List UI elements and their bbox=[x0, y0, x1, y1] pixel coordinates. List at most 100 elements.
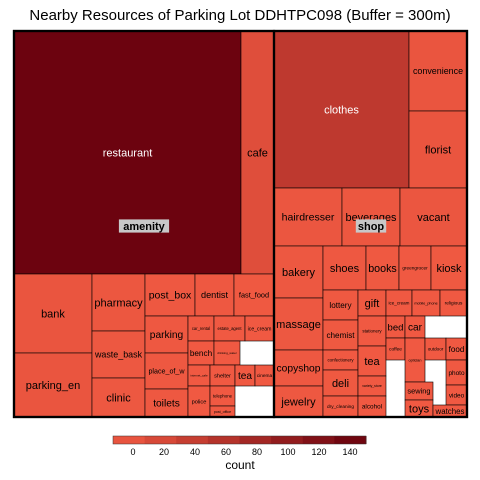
tile-label-shop-shoes: shoes bbox=[330, 263, 360, 275]
tile-shop-hairdresser bbox=[273, 187, 343, 247]
tile-label-shop-photo: photo bbox=[448, 370, 464, 377]
tile-label-shop-optician: optician bbox=[408, 358, 421, 362]
tile-amenity-place-of-w bbox=[144, 352, 189, 390]
tile-label-amenity-parking-en: parking_en bbox=[26, 380, 80, 392]
group-label-bg-shop bbox=[355, 219, 387, 233]
tile-label-shop-dry-cleaning: dry_cleaning bbox=[327, 404, 354, 410]
group-label-amenity: amenity bbox=[123, 221, 165, 233]
tile-label-amenity-post-box: post_box bbox=[149, 291, 192, 302]
tile-shop-deli bbox=[322, 369, 359, 397]
tile-label-amenity-telephone: telephone bbox=[213, 394, 233, 399]
tile-amenity-pharmacy bbox=[91, 273, 146, 332]
tile-label-shop-sewing: sewing bbox=[407, 387, 430, 396]
tile-label-amenity-police: police bbox=[192, 399, 207, 405]
tile-label-shop-food: food bbox=[449, 345, 465, 354]
tile-label-amenity-parking: parking bbox=[150, 330, 184, 341]
legend-swatch bbox=[334, 436, 367, 444]
tile-shop-lottery bbox=[322, 289, 359, 321]
tile-label-amenity-drinking-water: drinking_water bbox=[217, 351, 237, 355]
legend-tick-label: 100 bbox=[280, 447, 295, 457]
tile-shop-massage bbox=[273, 297, 324, 351]
tile-label-shop-hairdresser: hairdresser bbox=[282, 212, 335, 224]
tile-label-shop-mobile-phone: mobile_phone bbox=[414, 301, 437, 305]
tile-label-shop-tea: tea bbox=[364, 356, 380, 368]
tile-label-shop-bakery: bakery bbox=[282, 267, 316, 279]
tile-label-amenity-cafe: cafe bbox=[247, 147, 268, 159]
tile-label-amenity-dentist: dentist bbox=[201, 290, 228, 300]
tile-label-shop-kiosk: kiosk bbox=[436, 263, 462, 275]
tile-label-amenity-bank: bank bbox=[41, 308, 65, 320]
tile-label-shop-toys: toys bbox=[409, 403, 430, 415]
legend-tick-label: 80 bbox=[252, 447, 262, 457]
tile-amenity-parking bbox=[144, 315, 189, 354]
tile-shop-stationery bbox=[357, 315, 387, 347]
legend-tick-label: 20 bbox=[159, 447, 169, 457]
tile-label-shop-copyshop: copyshop bbox=[277, 364, 321, 375]
tile-shop-tea bbox=[357, 345, 387, 377]
tile-label-amenity-ice-cream: ice_cream bbox=[248, 326, 272, 332]
tile-label-shop-greengrocer: greengrocer bbox=[402, 266, 428, 271]
tile-label-shop-massage: massage bbox=[276, 319, 321, 331]
tile-label-shop-florist: florist bbox=[425, 144, 451, 156]
tile-shop-religious bbox=[439, 289, 468, 317]
tile-shop-bakery bbox=[273, 245, 324, 299]
legend-swatch bbox=[207, 436, 240, 444]
legend-swatch bbox=[302, 436, 335, 444]
tile-label-amenity-post-office: post_office bbox=[214, 410, 231, 414]
tile-label-shop-coffee: coffee bbox=[389, 347, 402, 353]
legend-tick-label: 140 bbox=[342, 447, 357, 457]
tile-shop-jewelry bbox=[273, 385, 324, 418]
tile-shop-beverages bbox=[341, 187, 401, 247]
tile-label-shop-clothes: clothes bbox=[324, 104, 359, 116]
tile-shop-florist bbox=[408, 110, 468, 189]
tile-amenity-clinic bbox=[91, 377, 146, 418]
legend-swatch bbox=[271, 436, 304, 444]
tile-label-shop-watches: watches bbox=[434, 407, 464, 416]
tile-amenity-toilets bbox=[144, 388, 189, 418]
tile-label-shop-variety-store: variety_store bbox=[362, 384, 382, 388]
tile-shop-books bbox=[365, 245, 400, 291]
legend-tick-label: 40 bbox=[190, 447, 200, 457]
tile-label-amenity-restaurant: restaurant bbox=[103, 147, 153, 159]
treemap-group-borders bbox=[12, 29, 469, 419]
treemap-outer-border bbox=[12, 29, 469, 419]
legend-ticks: 0 20 40 60 80 100 120 140 bbox=[130, 447, 357, 457]
tile-label-amenity-car-rental: car_rental bbox=[192, 326, 210, 331]
tile-amenity-bench bbox=[187, 340, 215, 366]
tile-label-shop-outdoor: outdoor bbox=[428, 347, 444, 352]
tile-label-shop-car: car bbox=[408, 323, 423, 334]
group-label-shop: shop bbox=[358, 221, 385, 233]
tile-label-shop-lottery: lottery bbox=[329, 301, 352, 310]
tile-label-amenity-estate-agent: estate_agent bbox=[217, 326, 242, 331]
tile-label-amenity-toilets: toilets bbox=[153, 399, 180, 410]
tile-label-amenity-tea: tea bbox=[238, 371, 252, 382]
tile-amenity-waste-bask bbox=[91, 330, 146, 379]
tile-label-amenity-clinic: clinic bbox=[106, 392, 131, 404]
tile-label-amenity-pharmacy: pharmacy bbox=[94, 297, 143, 309]
tile-label-shop-books: books bbox=[368, 263, 397, 275]
legend-tick-label: 60 bbox=[221, 447, 231, 457]
treemap-tiles: restaurant cafe bank parking_en pharmacy wast… bbox=[13, 30, 468, 418]
legend-swatch bbox=[144, 436, 177, 444]
tile-shop-kiosk bbox=[430, 245, 468, 291]
legend-title: count bbox=[225, 458, 255, 472]
tile-amenity-fast-food bbox=[233, 273, 275, 317]
tile-shop-convenience bbox=[408, 30, 468, 112]
legend-tick-label: 0 bbox=[130, 447, 135, 457]
tile-label-amenity-cinema: cinema bbox=[257, 373, 273, 379]
tile-label-shop-vacant: vacant bbox=[417, 212, 449, 224]
tile-label-shop-religious: religious bbox=[445, 301, 463, 307]
group-label-bg-amenity bbox=[118, 219, 170, 233]
tile-amenity-ice-cream bbox=[244, 315, 275, 342]
tile-label-amenity-bench: bench bbox=[190, 349, 213, 358]
tile-label-shop-video: video bbox=[449, 392, 465, 399]
tile-label-shop-ice-cream: ice_cream bbox=[389, 301, 410, 306]
tile-label-amenity-place-of-w: place_of_w bbox=[148, 368, 185, 376]
tile-shop-shoes bbox=[322, 245, 367, 291]
tile-label-amenity-shelter: shelter bbox=[214, 373, 231, 379]
tile-label-shop-jewelry: jewelry bbox=[280, 396, 316, 408]
tile-label-shop-chemist: chemist bbox=[326, 331, 355, 340]
chart-title: Nearby Resources of Parking Lot DDHTPC09… bbox=[29, 7, 451, 24]
